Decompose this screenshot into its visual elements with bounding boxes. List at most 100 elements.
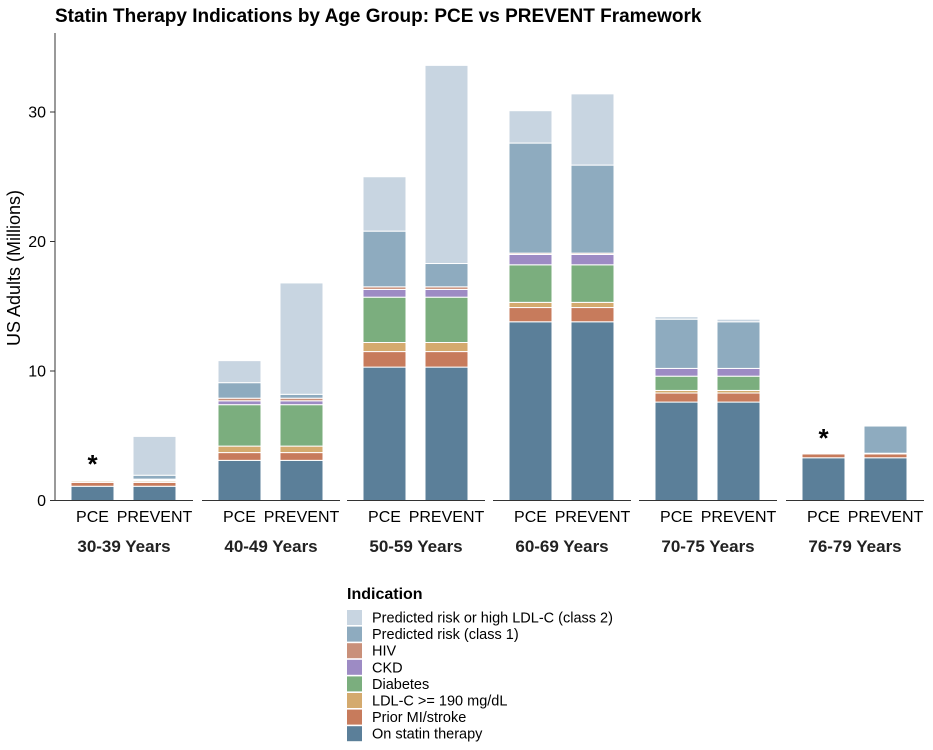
bar-segment — [508, 321, 553, 502]
bar-segment — [570, 264, 615, 303]
x-tick-label: PCE — [223, 509, 256, 526]
bar-segment — [654, 401, 699, 501]
bar-segment — [217, 452, 262, 461]
facet-label: 76-79 Years — [808, 537, 901, 556]
bar-segment — [508, 253, 553, 266]
legend-swatch — [347, 610, 362, 625]
bar-segment — [570, 307, 615, 323]
bar-segment — [801, 453, 846, 459]
legend-title: Indication — [347, 586, 423, 603]
bar-segment — [132, 485, 177, 502]
legend-item-label: Diabetes — [372, 677, 429, 693]
bar-segment — [716, 367, 761, 377]
legend-swatch — [347, 626, 362, 642]
bar-segment — [716, 318, 761, 323]
y-tick-label: 30 — [28, 105, 46, 122]
legend-swatch — [347, 676, 362, 692]
x-tick-label: PREVENT — [848, 509, 924, 526]
x-tick-label: PREVENT — [409, 509, 485, 526]
bar-segment — [362, 176, 407, 232]
axes-layer: 0 10 20 30 — [28, 33, 924, 510]
y-axis-label: US Adults (Millions) — [4, 190, 24, 346]
bar-segment — [217, 382, 262, 399]
bar-segment — [217, 400, 262, 406]
legend-item-label: Predicted risk or high LDL-C (class 2) — [372, 611, 613, 627]
bar-segment — [424, 342, 469, 353]
legend-item-label: LDL-C >= 190 mg/dL — [372, 694, 507, 710]
x-tick-label: PREVENT — [701, 509, 777, 526]
x-tick-label: PCE — [368, 509, 401, 526]
bar-segment — [570, 93, 615, 166]
legend-item-label: On statin therapy — [372, 727, 483, 743]
bar-segment — [716, 321, 761, 369]
bar-segment — [279, 282, 324, 395]
facet-label: 60-69 Years — [515, 537, 608, 556]
legend: Indication Predicted risk or high LDL-C … — [347, 586, 613, 743]
bar-segment — [863, 457, 908, 502]
facet-label: 70-75 Years — [661, 537, 754, 556]
bar-segment — [217, 445, 262, 454]
y-tick-label: 0 — [37, 493, 46, 510]
bar-segment — [863, 425, 908, 454]
y-tick-label: 20 — [28, 234, 46, 251]
legend-swatch — [347, 643, 362, 659]
bar-segment — [863, 453, 908, 459]
bar-segment — [279, 404, 324, 447]
bar-segment — [508, 307, 553, 323]
bar-segment — [654, 318, 699, 369]
labels-layer: PCE * PREVENT 30-39 Years PCE PREVENT 40-49 Ye… — [76, 423, 923, 556]
bar-segment — [279, 400, 324, 406]
bar-segment — [217, 360, 262, 384]
bar-segment — [70, 481, 115, 487]
bar-segment — [279, 459, 324, 502]
x-tick-label: PCE — [807, 509, 840, 526]
bar-segment — [362, 342, 407, 353]
bar-segment — [362, 366, 407, 501]
facet-label: 50-59 Years — [369, 537, 462, 556]
bar-segment — [424, 64, 469, 265]
bar-segment — [424, 296, 469, 344]
bar-segment — [70, 485, 115, 502]
bar-segment — [424, 366, 469, 501]
bar-segment — [217, 404, 262, 447]
bar-segment — [716, 375, 761, 391]
bar-segment — [654, 316, 699, 320]
bar-segment — [801, 457, 846, 502]
bar-segment — [654, 367, 699, 377]
x-tick-label: PCE — [514, 509, 547, 526]
bar-segment — [654, 392, 699, 403]
bar-segment — [70, 478, 115, 481]
bar-segment — [508, 110, 553, 144]
bar-segment — [424, 351, 469, 368]
x-tick-label: PREVENT — [264, 509, 340, 526]
x-tick-label: PCE — [660, 509, 693, 526]
legend-swatch — [347, 709, 362, 725]
significance-marker: * — [87, 449, 98, 479]
bar-segment — [654, 375, 699, 391]
bar-segment — [570, 321, 615, 502]
legend-swatch — [347, 693, 362, 708]
plot-area: 0 10 20 30 PCE * PREVENT 30-39 Years PCE PREVENT… — [28, 33, 924, 556]
bar-segment — [279, 445, 324, 454]
legend-item-label: Prior MI/stroke — [372, 710, 466, 726]
bar-segment — [132, 474, 177, 480]
legend-swatch — [347, 659, 362, 675]
bar-segment — [570, 253, 615, 266]
bar-segment — [424, 288, 469, 298]
bar-segment — [217, 459, 262, 502]
x-tick-label: PREVENT — [555, 509, 631, 526]
bar-segment — [508, 301, 553, 309]
bar-segment — [508, 264, 553, 303]
legend-item-label: CKD — [372, 660, 403, 676]
bar-segment — [362, 230, 407, 288]
x-tick-label: PCE — [76, 509, 109, 526]
facet-label: 40-49 Years — [224, 537, 317, 556]
y-tick-label: 10 — [28, 364, 46, 381]
bar-segment — [362, 288, 407, 298]
bar-segment — [132, 435, 177, 476]
bar-segment — [570, 164, 615, 254]
legend-item-label: Predicted risk (class 1) — [372, 627, 519, 643]
bars-layer — [70, 64, 908, 502]
bar-segment — [362, 351, 407, 368]
